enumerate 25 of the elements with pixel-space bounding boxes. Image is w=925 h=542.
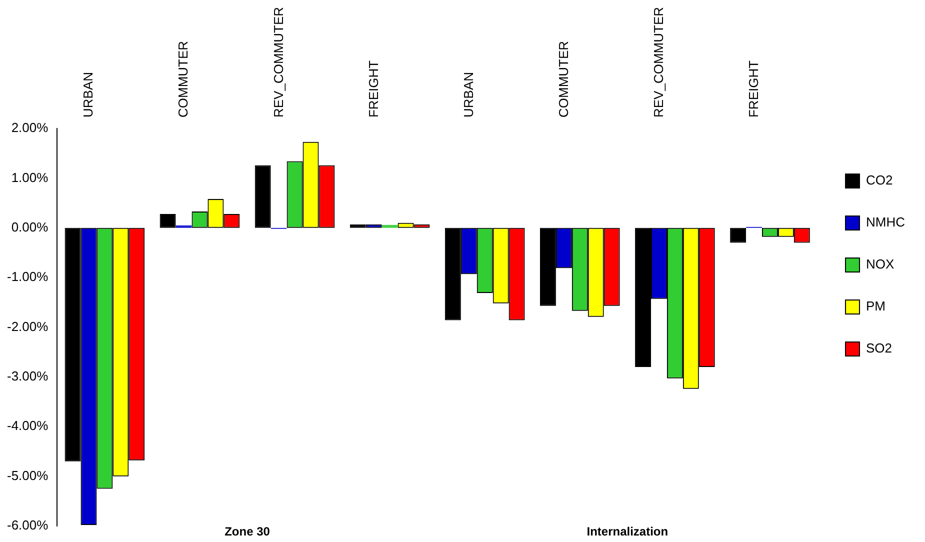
legend-label: NMHC <box>866 214 906 230</box>
x-tick-label: COMMUTER <box>176 40 191 118</box>
legend-label: NOX <box>866 256 895 272</box>
x-tick-label: URBAN <box>460 72 476 118</box>
annotation: Internalization <box>586 524 668 538</box>
legend-label: CO2 <box>866 172 893 188</box>
x-tick-label: COMMUTER <box>556 40 571 118</box>
y-tick-label: 2.00% <box>11 120 49 136</box>
y-tick-label: -4.00% <box>6 418 49 434</box>
y-tick-label: -2.00% <box>6 318 49 334</box>
x-tick-label: REV_COMMUTER <box>270 6 286 118</box>
x-tick-label: URBAN <box>80 72 96 118</box>
y-tick-label: -3.00% <box>6 368 49 384</box>
y-tick-label: -5.00% <box>6 468 49 483</box>
annotation: Zone 30 <box>224 524 270 538</box>
legend-label: PM <box>866 298 886 314</box>
y-tick-label: 0.00% <box>11 219 49 234</box>
x-tick-label: REV_COMMUTER <box>650 6 666 118</box>
x-tick-label: FREIGHT <box>366 60 381 118</box>
y-tick-label: -6.00% <box>6 518 49 533</box>
y-tick-label: -1.00% <box>6 269 49 284</box>
x-tick-label: FREIGHT <box>746 60 761 118</box>
bar <box>254 165 271 228</box>
legend-label: SO2 <box>866 340 892 356</box>
y-tick-label: 1.00% <box>11 170 49 185</box>
